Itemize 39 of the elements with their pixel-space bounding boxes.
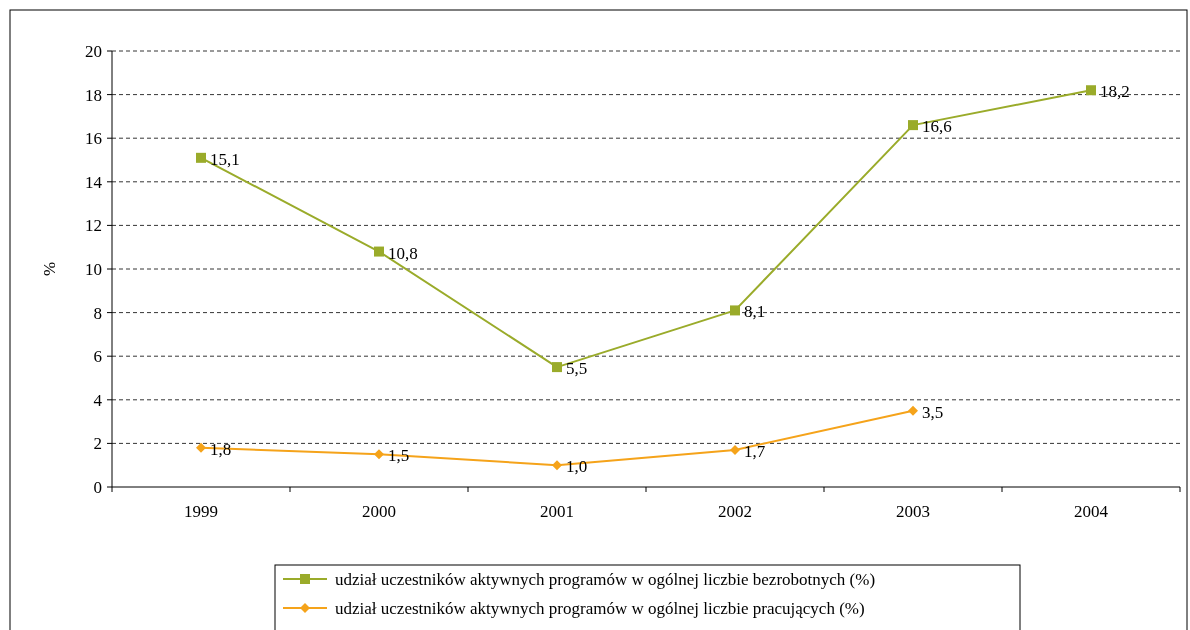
y-tick-label: 12	[85, 216, 102, 236]
data-label: 1,7	[744, 441, 766, 461]
y-tick-label: 4	[93, 390, 103, 410]
point	[908, 405, 918, 416]
y-tick-label: 8	[93, 303, 102, 323]
point	[196, 442, 206, 453]
x-tick-label: 2003	[896, 502, 930, 521]
point	[730, 444, 740, 455]
y-tick-label: 20	[85, 41, 102, 61]
data-label: 18,2	[1100, 82, 1130, 102]
point	[374, 449, 384, 460]
data-label: 10,8	[388, 243, 418, 263]
point	[908, 120, 918, 131]
point	[196, 152, 206, 163]
data-label: 16,6	[922, 117, 952, 137]
point	[1086, 85, 1096, 96]
x-tick-label: 1999	[184, 502, 218, 521]
x-tick-label: 2000	[362, 502, 396, 521]
y-tick-label: 18	[85, 85, 102, 105]
point	[552, 460, 562, 471]
point	[730, 305, 740, 316]
legend-label: udział uczestników aktywnych programów w ogólnej liczbie bezrobotnych (%)	[335, 569, 876, 589]
y-tick-label: 6	[93, 347, 102, 367]
legend-label: udział uczestników aktywnych programów w ogólnej liczbie pracujących (%)	[335, 598, 865, 618]
y-tick-label: 10	[85, 259, 102, 279]
x-tick-label: 2001	[540, 502, 574, 521]
data-label: 15,1	[210, 149, 240, 169]
x-tick-label: 2004	[1074, 502, 1109, 521]
y-tick-label: 14	[85, 172, 103, 192]
y-tick-label: 2	[93, 434, 102, 454]
point	[374, 246, 384, 257]
x-tick-label: 2002	[718, 502, 752, 521]
data-label: 3,5	[922, 402, 944, 422]
y-axis-title: %	[40, 261, 59, 277]
data-label: 5,5	[566, 359, 588, 379]
data-label: 8,1	[744, 302, 766, 322]
point	[552, 362, 562, 373]
y-tick-label: 16	[85, 129, 102, 149]
y-tick-label: 0	[93, 477, 102, 497]
